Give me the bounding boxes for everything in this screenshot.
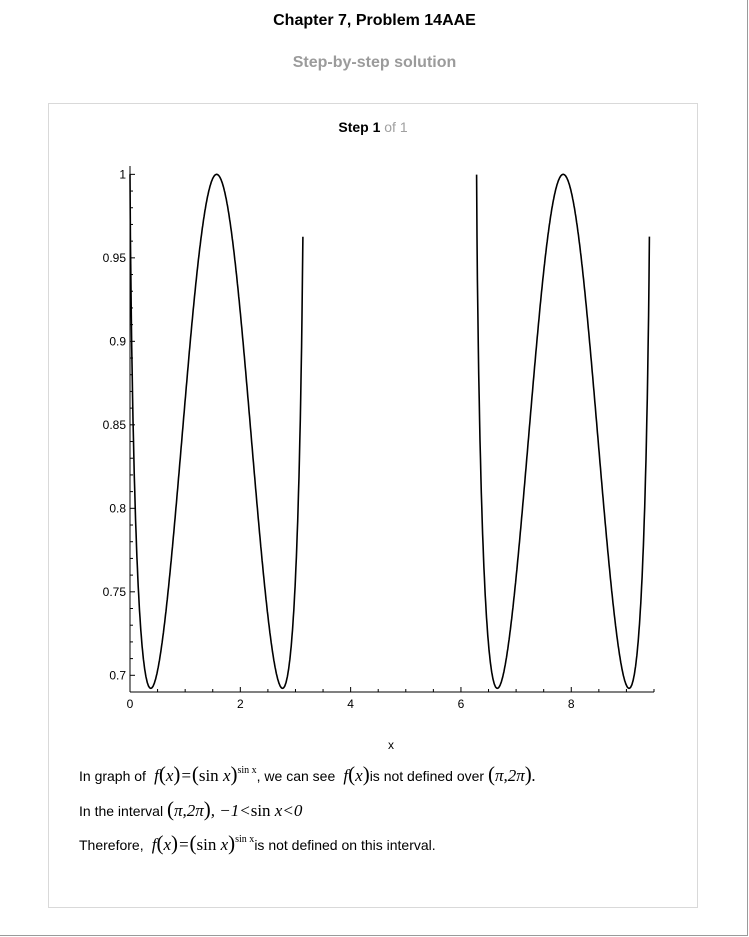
explanation-line-1: In graph of f(x)=(sin x)sin x, we can se…	[79, 762, 536, 787]
x-tick-label: 8	[568, 697, 575, 711]
line1-text-b: , we can see	[256, 768, 336, 784]
y-tick-label: 0.9	[109, 334, 126, 348]
step-header: Step 1 of 1	[49, 119, 697, 135]
line3-text-a: Therefore,	[79, 837, 144, 853]
series-line-2	[475, 173, 651, 690]
y-tick-label: 0.95	[103, 251, 127, 265]
y-tick-label: 1	[119, 167, 126, 181]
chart-axes: 0 2 4 6 8 0.7 0.75 0.8 0.85 0.9 0.95 1	[103, 166, 655, 711]
plot-area	[129, 173, 651, 690]
function-graph: 0 2 4 6 8 0.7 0.75 0.8 0.85 0.9 0.95 1 x	[103, 166, 655, 752]
math-interval-1: (π,2π).	[487, 762, 537, 786]
x-tick-label: 4	[347, 697, 354, 711]
solution-card: Step 1 of 1 0 2 4 6 8 0.7 0.75 0.8 0.85 0.9 0.95 1 …	[48, 103, 698, 908]
line3-text-b: is not defined on this interval.	[254, 837, 436, 853]
line1-text-a: In graph of	[79, 768, 146, 784]
line2-text-a: In the interval	[79, 803, 164, 819]
x-axis-label: x	[388, 738, 394, 752]
step-label: Step 1	[338, 119, 381, 135]
page-title: Chapter 7, Problem 14AAE	[273, 12, 476, 29]
math-interval-2: (π,2π), −1<sin x<0	[166, 797, 303, 821]
line1-text-c: is not defined over	[369, 768, 485, 784]
explanation-line-3: Therefore, f(x)=(sin x)sin xis not defin…	[79, 831, 436, 856]
step-of-count: of 1	[384, 119, 408, 135]
math-fx-def-1: f(x)=(sin x)sin x	[149, 762, 257, 786]
x-tick-label: 2	[237, 697, 244, 711]
series-line-1	[129, 173, 304, 690]
page-subtitle: Step-by-step solution	[292, 54, 457, 71]
y-tick-label: 0.75	[103, 585, 127, 599]
y-tick-label: 0.8	[109, 501, 126, 515]
math-fx-def-3: f(x)=(sin x)sin x	[147, 831, 255, 855]
y-tick-label: 0.85	[103, 418, 127, 432]
x-tick-label: 6	[458, 697, 465, 711]
x-tick-label: 0	[127, 697, 134, 711]
math-fx-1: f(x)	[339, 762, 370, 786]
y-tick-label: 0.7	[109, 668, 126, 682]
explanation-line-2: In the interval (π,2π), −1<sin x<0	[79, 797, 302, 822]
